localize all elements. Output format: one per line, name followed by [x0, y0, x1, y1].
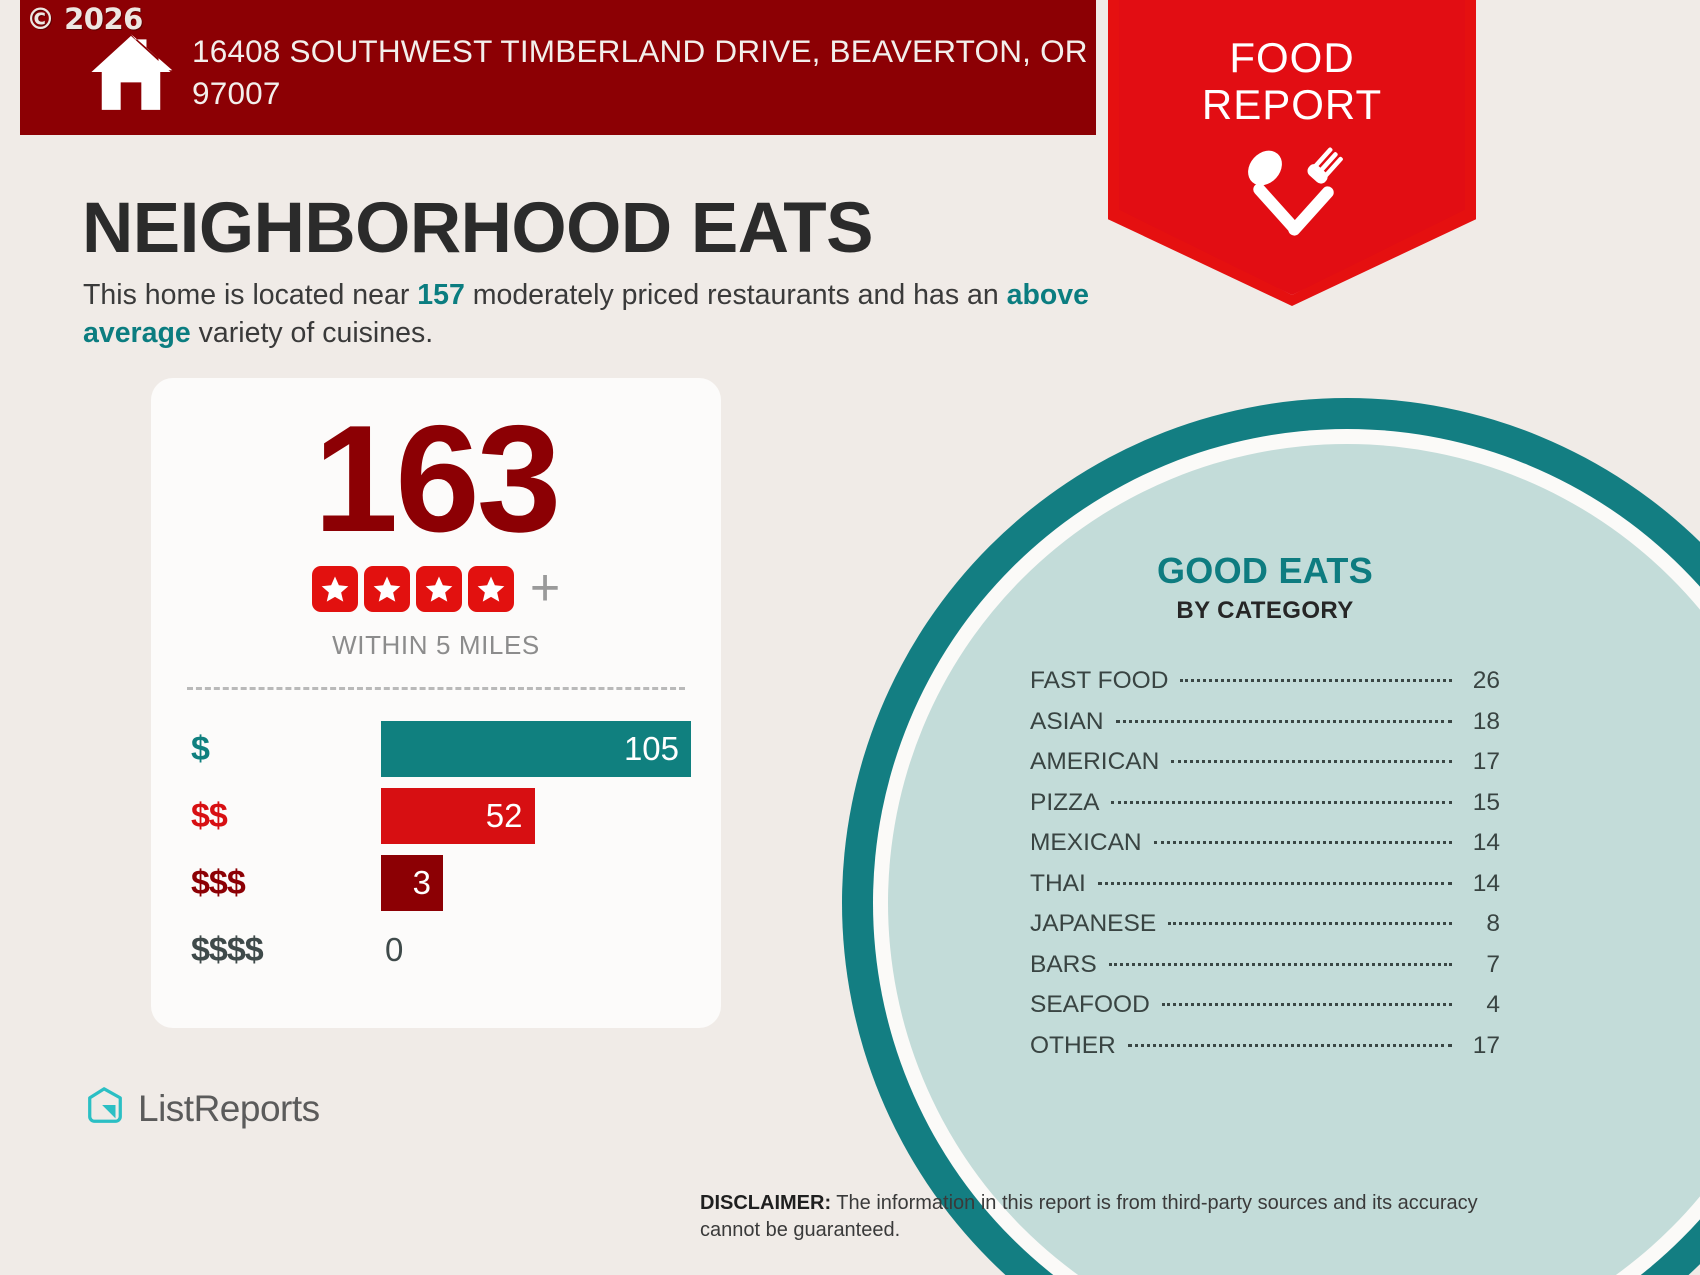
- good-eats-count: 14: [1472, 869, 1500, 897]
- fork-and-spoon-icon: [1237, 144, 1347, 244]
- price-bar: 0: [381, 922, 415, 978]
- good-eats-row: THAI 14: [1030, 870, 1500, 911]
- good-eats-count: 8: [1486, 910, 1500, 937]
- listreports-wordmark: ListReports: [138, 1087, 320, 1129]
- property-address: 16408 SOUTHWEST TIMBERLAND DRIVE, BEAVER…: [192, 33, 1088, 111]
- star-icon: [363, 565, 410, 612]
- price-bar-track: 0: [381, 917, 721, 984]
- good-eats-count: 15: [1472, 788, 1500, 816]
- price-bar-value: 52: [485, 797, 523, 835]
- plus-icon: +: [529, 559, 561, 618]
- price-bar-row: $105: [191, 716, 721, 783]
- price-bar: 52: [381, 788, 535, 845]
- badge-line-2: REPORT: [1201, 81, 1383, 129]
- price-level-label: $$: [191, 796, 228, 835]
- price-bar: 105: [381, 721, 691, 778]
- good-eats-row: BARS 7: [1030, 951, 1500, 992]
- subtitle-text-1: This home is located near: [83, 279, 418, 311]
- subtitle-text-2: moderately priced restaurants and has an: [464, 279, 1007, 311]
- good-eats-row: FAST FOOD 26: [1030, 667, 1500, 708]
- copyright-label: © 2026: [26, 2, 143, 36]
- price-bar-track: 3: [381, 850, 721, 917]
- page-subtitle: This home is located near 157 moderately…: [83, 277, 1093, 352]
- good-eats-count: 4: [1486, 991, 1500, 1018]
- good-eats-panel: GOOD EATS BY CATEGORY FAST FOOD 26 ASIAN 18…: [1030, 550, 1500, 1072]
- good-eats-count: 14: [1472, 829, 1500, 856]
- badge-line-1: FOOD: [1229, 34, 1355, 81]
- listreports-house-icon: [84, 1085, 126, 1132]
- good-eats-count: 17: [1472, 748, 1500, 775]
- restaurant-total-count: 163: [313, 394, 562, 564]
- food-report-badge: FOOD REPORT: [1108, 0, 1476, 306]
- good-eats-category: AMERICAN: [1030, 748, 1160, 775]
- good-eats-category: OTHER: [1030, 1031, 1116, 1059]
- price-level-bar-chart: $105 $$ 52 $$$ 3 $$$$ 0: [151, 716, 721, 984]
- dot-leader: [1168, 922, 1452, 925]
- price-bar-track: 105: [381, 716, 721, 783]
- star-icon: [467, 565, 514, 612]
- price-bar: 3: [381, 855, 443, 912]
- price-level-label: $: [191, 729, 210, 768]
- disclaimer: DISCLAIMER: The information in this repo…: [700, 1190, 1490, 1244]
- header-bar: 16408 SOUTHWEST TIMBERLAND DRIVE, BEAVER…: [20, 0, 1096, 135]
- price-level-label: $$$: [191, 863, 246, 902]
- disclaimer-label: DISCLAIMER:: [700, 1192, 832, 1214]
- good-eats-row: MEXICAN 14: [1030, 829, 1500, 870]
- restaurant-count-card: 163 + WITHIN 5 MILES $105 $$ 52 $$$ 3 $$$$ 0: [151, 378, 721, 1028]
- good-eats-list: FAST FOOD 26 ASIAN 18 AMERICAN 17 PIZZA 15 MEXIC…: [1030, 667, 1500, 1072]
- star-icon: [415, 565, 462, 612]
- disclaimer-text: The information in this report is from t…: [700, 1192, 1478, 1241]
- good-eats-category: ASIAN: [1030, 707, 1104, 735]
- good-eats-count: 17: [1472, 1031, 1500, 1059]
- dot-leader: [1127, 1043, 1452, 1047]
- star-rating: +: [151, 559, 721, 618]
- dot-leader: [1115, 719, 1452, 723]
- good-eats-count: 7: [1486, 950, 1500, 978]
- good-eats-row: JAPANESE 8: [1030, 910, 1500, 951]
- dot-leader: [1153, 841, 1452, 844]
- good-eats-count: 18: [1472, 707, 1500, 735]
- dot-leader: [1161, 1003, 1452, 1006]
- dot-leader: [1111, 800, 1452, 804]
- good-eats-category: SEAFOOD: [1030, 991, 1150, 1018]
- dot-leader: [1097, 881, 1452, 885]
- star-icon: [311, 565, 358, 612]
- price-bar-track: 52: [381, 783, 721, 850]
- good-eats-subtitle: BY CATEGORY: [1176, 597, 1354, 624]
- price-bar-value: 0: [385, 931, 404, 969]
- subtitle-variety-rating: above average: [83, 279, 1089, 349]
- price-level-label: $$$$: [191, 930, 264, 969]
- good-eats-row: PIZZA 15: [1030, 789, 1500, 830]
- price-bar-row: $$$ 3: [191, 850, 721, 917]
- subtitle-restaurant-count: 157: [417, 279, 465, 311]
- good-eats-row: AMERICAN 17: [1030, 748, 1500, 789]
- good-eats-category: THAI: [1030, 869, 1086, 897]
- radius-label: WITHIN 5 MILES: [332, 629, 540, 660]
- badge-text: FOOD REPORT: [1108, 34, 1476, 128]
- good-eats-count: 26: [1472, 667, 1500, 694]
- price-bar-value: 3: [412, 864, 431, 902]
- listreports-logo: ListReports: [84, 1085, 320, 1132]
- dot-leader: [1108, 962, 1452, 966]
- good-eats-category: JAPANESE: [1030, 910, 1157, 937]
- good-eats-category: BARS: [1030, 950, 1097, 978]
- price-bar-row: $$$$ 0: [191, 917, 721, 984]
- card-divider: [187, 686, 685, 690]
- good-eats-row: SEAFOOD 4: [1030, 991, 1500, 1032]
- subtitle-text-3: variety of cuisines.: [190, 316, 434, 349]
- good-eats-row: OTHER 17: [1030, 1032, 1500, 1073]
- good-eats-row: ASIAN 18: [1030, 708, 1500, 749]
- price-bar-value: 105: [623, 730, 679, 768]
- page-title: NEIGHBORHOOD EATS: [82, 189, 873, 268]
- good-eats-category: PIZZA: [1030, 788, 1100, 816]
- teal-circle-inner-fill: [888, 444, 1700, 1275]
- good-eats-category: FAST FOOD: [1030, 667, 1169, 694]
- price-bar-row: $$ 52: [191, 783, 721, 850]
- good-eats-category: MEXICAN: [1030, 829, 1142, 856]
- good-eats-title: GOOD EATS: [1156, 550, 1374, 591]
- dot-leader: [1171, 760, 1452, 763]
- dot-leader: [1180, 679, 1452, 682]
- home-icon: [88, 32, 174, 112]
